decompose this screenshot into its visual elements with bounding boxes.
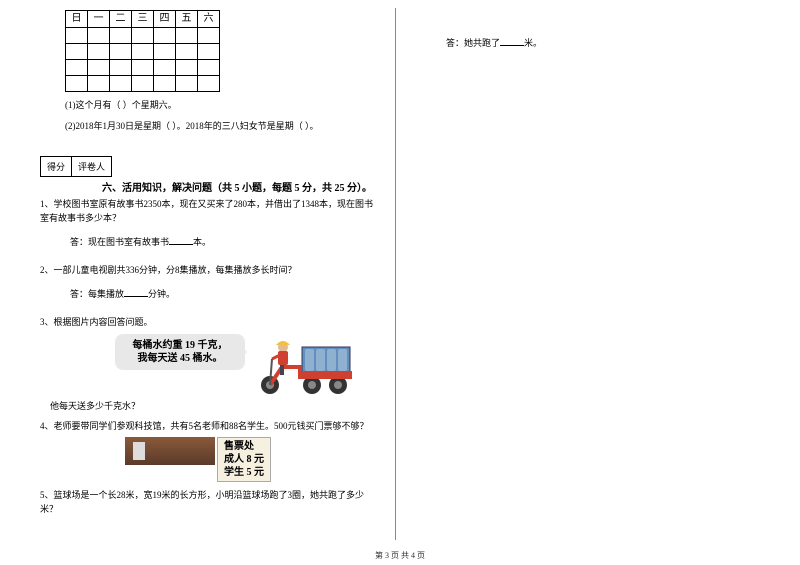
right-column: 答：她共跑了米。 bbox=[395, 8, 740, 540]
calendar-cell bbox=[88, 28, 110, 44]
problem-2-answer: 答：每集播放分钟。 bbox=[70, 287, 380, 301]
calendar-cell bbox=[154, 60, 176, 76]
calendar-cell bbox=[176, 60, 198, 76]
calendar-cell bbox=[132, 60, 154, 76]
problem-4-text: 4、老师要带同学们参观科技馆，共有5名老师和88名学生。500元钱买门票够不够？ bbox=[40, 421, 369, 431]
calendar-header-cell: 六 bbox=[198, 11, 220, 28]
calendar-header-cell: 二 bbox=[110, 11, 132, 28]
blank-fill bbox=[169, 235, 193, 245]
calendar-cell bbox=[198, 44, 220, 60]
calendar-header-cell: 四 bbox=[154, 11, 176, 28]
problem-2-text: 2、一部儿童电视剧共336分钟，分8集播放，每集播放多长时间？ bbox=[40, 265, 297, 275]
calendar-cell bbox=[110, 76, 132, 92]
calendar-cell bbox=[176, 76, 198, 92]
calendar-cell bbox=[198, 76, 220, 92]
calendar-cell bbox=[154, 44, 176, 60]
problem-4: 4、老师要带同学们参观科技馆，共有5名老师和88名学生。500元钱买门票够不够？… bbox=[40, 419, 380, 482]
calendar-grid: 日一二三四五六 bbox=[65, 10, 220, 92]
calendar-cell bbox=[66, 28, 88, 44]
calendar-cell bbox=[154, 76, 176, 92]
problem-3-question: 他每天送多少千克水？ bbox=[50, 399, 380, 413]
calendar-cell bbox=[88, 60, 110, 76]
problem-3: 3、根据图片内容回答问题。 每桶水约重 19 千克， 我每天送 45 桶水。 bbox=[40, 315, 380, 413]
calendar-cell bbox=[66, 76, 88, 92]
calendar-header-cell: 五 bbox=[176, 11, 198, 28]
problem-5-text: 5、篮球场是一个长28米，宽19米的长方形，小明沿篮球场跑了3圈，她共跑了多少米… bbox=[40, 490, 364, 514]
sub-question-2: (2)2018年1月30日是星期（ ）。2018年的三八妇女节是星期（ ）。 bbox=[65, 119, 380, 134]
score-label: 得分 bbox=[41, 157, 72, 176]
speech-bubble: 每桶水约重 19 千克， 我每天送 45 桶水。 bbox=[115, 334, 245, 370]
ticket-illustration: 售票处 成人 8 元 学生 5 元 bbox=[125, 437, 285, 482]
calendar-cell bbox=[132, 44, 154, 60]
problem-3-text: 3、根据图片内容回答问题。 bbox=[40, 317, 153, 327]
calendar-cell bbox=[88, 76, 110, 92]
sub-question-1: (1)这个月有（ ）个星期六。 bbox=[65, 98, 380, 113]
calendar-header-cell: 日 bbox=[66, 11, 88, 28]
calendar-cell bbox=[110, 60, 132, 76]
calendar-cell bbox=[154, 28, 176, 44]
calendar-cell bbox=[110, 44, 132, 60]
tricycle-illustration bbox=[250, 329, 360, 397]
left-column: 日一二三四五六 (1)这个月有（ ）个星期六。 (2)2018年1月30日是星期… bbox=[40, 8, 395, 540]
calendar-cell bbox=[66, 44, 88, 60]
problem-1-text: 1、学校图书室原有故事书2350本，现在又买来了280本，并借出了1348本，现… bbox=[40, 199, 373, 223]
calendar-header-cell: 三 bbox=[132, 11, 154, 28]
calendar-cell bbox=[198, 28, 220, 44]
blank-fill bbox=[124, 287, 148, 297]
problem-1-answer: 答：现在图书室有故事书本。 bbox=[70, 235, 380, 249]
blank-fill bbox=[500, 36, 524, 46]
calendar-cell bbox=[88, 44, 110, 60]
problem-5-answer: 答：她共跑了米。 bbox=[446, 36, 740, 49]
calendar-cell bbox=[176, 44, 198, 60]
problem-1: 1、学校图书室原有故事书2350本，现在又买来了280本，并借出了1348本，现… bbox=[40, 197, 380, 249]
calendar-cell bbox=[132, 28, 154, 44]
museum-photo bbox=[125, 437, 215, 465]
ticket-sign: 售票处 成人 8 元 学生 5 元 bbox=[217, 437, 271, 482]
section-6-title: 六、活用知识，解决问题（共 5 小题，每题 5 分，共 25 分）。 bbox=[102, 179, 380, 194]
calendar-cell bbox=[176, 28, 198, 44]
calendar-cell bbox=[132, 76, 154, 92]
score-marker-box: 得分 评卷人 bbox=[40, 156, 112, 177]
calendar-header-cell: 一 bbox=[88, 11, 110, 28]
page-footer: 第 3 页 共 4 页 bbox=[0, 550, 800, 561]
marker-label: 评卷人 bbox=[72, 157, 111, 176]
calendar-cell bbox=[110, 28, 132, 44]
calendar-cell bbox=[198, 60, 220, 76]
problem-5: 5、篮球场是一个长28米，宽19米的长方形，小明沿篮球场跑了3圈，她共跑了多少米… bbox=[40, 488, 380, 516]
problem-2: 2、一部儿童电视剧共336分钟，分8集播放，每集播放多长时间？ 答：每集播放分钟… bbox=[40, 263, 380, 301]
calendar-cell bbox=[66, 60, 88, 76]
